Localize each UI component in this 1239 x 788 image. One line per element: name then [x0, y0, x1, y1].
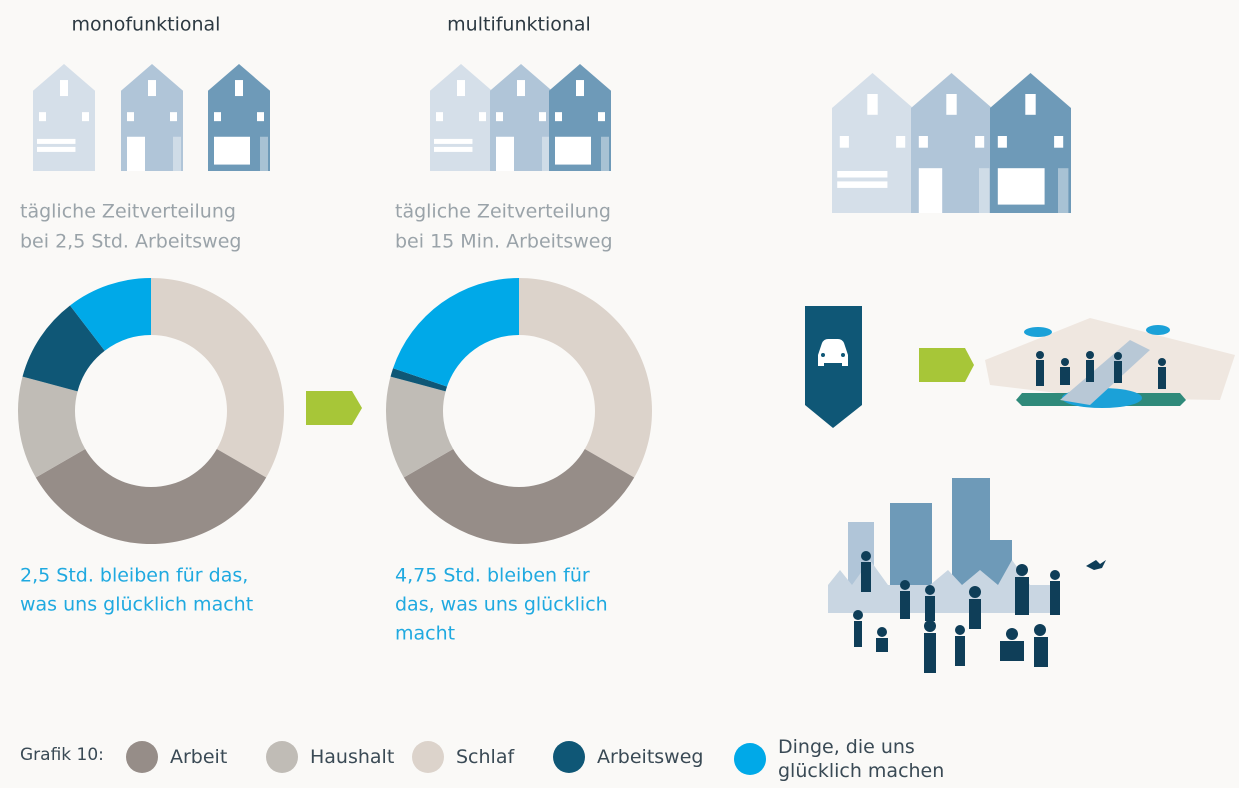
house-window — [82, 112, 89, 121]
legend-label: Schlaf — [456, 746, 514, 768]
arrow — [306, 391, 362, 425]
house-window — [946, 94, 956, 115]
chart-subtitle: tägliche Zeitverteilung — [395, 201, 611, 223]
house-window — [479, 112, 486, 121]
house-door — [837, 181, 887, 188]
house-door — [434, 139, 472, 144]
legend-swatch — [412, 741, 444, 773]
annotation: was uns glücklich macht — [20, 594, 253, 616]
chart-title: multifunktional — [447, 14, 591, 36]
legend-swatch — [266, 741, 298, 773]
house-side — [1058, 168, 1068, 213]
house-window — [896, 136, 905, 148]
legend-swatch — [553, 741, 585, 773]
legend-title: Grafik 10: — [20, 745, 104, 765]
house-side — [173, 137, 181, 171]
legend-label: Arbeitsweg — [597, 746, 703, 768]
house-door — [998, 168, 1045, 204]
house-window — [60, 80, 68, 96]
house-door — [37, 139, 75, 144]
house-window — [235, 80, 243, 96]
annotation: das, was uns glücklich — [395, 594, 608, 616]
house-door — [214, 137, 250, 165]
donut-segment — [404, 449, 634, 544]
house-window — [436, 112, 443, 121]
legend-item: Dinge, die uns glücklich machen — [734, 735, 958, 783]
legend-item: Arbeit — [126, 741, 227, 773]
house-window — [975, 136, 984, 148]
donut-segment — [36, 449, 266, 544]
house-door — [555, 137, 591, 165]
annotation: 2,5 Std. bleiben für das, — [20, 565, 248, 587]
house-door — [919, 168, 942, 213]
house-window — [257, 112, 264, 121]
house-door — [127, 137, 145, 171]
house-window — [919, 136, 928, 148]
chart-subtitle: tägliche Zeitverteilung — [20, 201, 236, 223]
house-window — [517, 80, 525, 96]
chart-title: monofunktional — [72, 14, 221, 36]
donut-segment — [519, 278, 652, 478]
legend-item: Haushalt — [266, 741, 394, 773]
house-side — [542, 137, 550, 171]
donut-segment — [151, 278, 284, 478]
legend-item: Arbeitsweg — [553, 741, 703, 773]
house-window — [496, 112, 503, 121]
house-door — [496, 137, 514, 171]
arrow — [919, 348, 974, 382]
house-window — [170, 112, 177, 121]
map-illustration — [985, 318, 1235, 408]
legend-swatch — [126, 741, 158, 773]
house-window — [576, 80, 584, 96]
annotation: macht — [395, 623, 455, 645]
chart-subtitle: bei 15 Min. Arbeitsweg — [395, 231, 613, 253]
house-window — [598, 112, 605, 121]
annotation: 4,75 Std. bleiben für — [395, 565, 590, 587]
legend-label: Dinge, die uns glücklich machen — [778, 735, 958, 783]
house-window — [1054, 136, 1063, 148]
legend-item: Schlaf — [412, 741, 514, 773]
legend-swatch — [734, 743, 766, 775]
house-window — [457, 80, 465, 96]
house-side — [601, 137, 609, 171]
house-window — [840, 136, 849, 148]
car-icon — [818, 339, 848, 366]
infographic: monofunktional tägliche Zeitverteilung bei… — [0, 0, 1239, 788]
house-window — [1025, 94, 1035, 115]
legend-label: Haushalt — [310, 746, 394, 768]
house-side — [260, 137, 268, 171]
house-door — [837, 171, 887, 178]
house-window — [214, 112, 221, 121]
house-window — [867, 94, 877, 115]
house-window — [555, 112, 562, 121]
house-window — [127, 112, 134, 121]
house-window — [998, 136, 1007, 148]
house-side — [979, 168, 989, 213]
house-window — [39, 112, 46, 121]
house-door — [434, 147, 472, 152]
city-illustration — [828, 478, 1106, 673]
donut-segment — [393, 278, 519, 387]
chart: monofunktional tägliche Zeitverteilung bei… — [0, 0, 1239, 788]
house-door — [37, 147, 75, 152]
legend-label: Arbeit — [170, 746, 227, 768]
car-banner — [805, 306, 862, 428]
house-window — [539, 112, 546, 121]
chart-subtitle: bei 2,5 Std. Arbeitsweg — [20, 231, 241, 253]
house-window — [148, 80, 156, 96]
